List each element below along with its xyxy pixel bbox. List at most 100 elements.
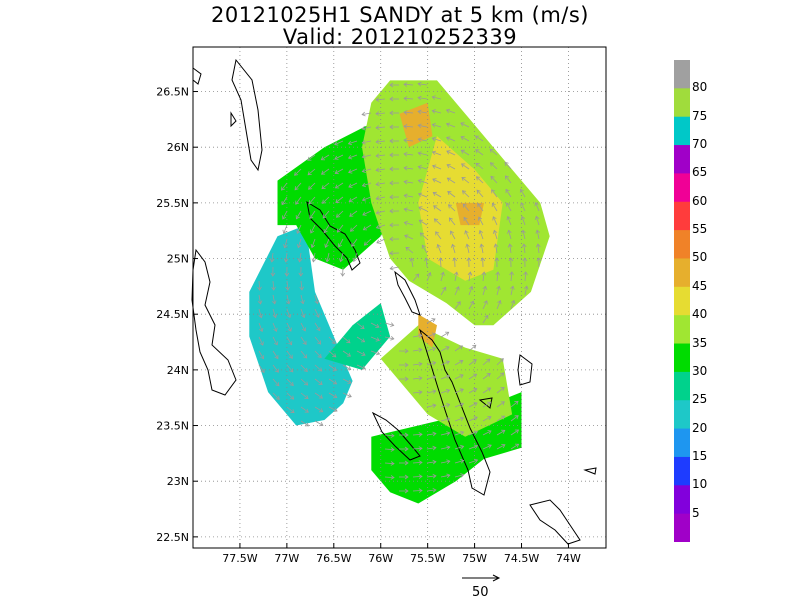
wind-vector-38 xyxy=(361,154,372,159)
wind-vector-86 xyxy=(348,196,358,203)
wind-vector-334 xyxy=(384,447,395,452)
wind-vector-124 xyxy=(362,224,372,231)
wind-vector-159 xyxy=(311,252,317,263)
wind-vector-68 xyxy=(334,182,344,189)
wind-vector-216 xyxy=(286,308,292,319)
wind-vector-251 xyxy=(314,350,322,359)
wind-vector-196 xyxy=(453,271,459,282)
colorbar-label-4: 60 xyxy=(692,193,708,208)
wind-vector-275 xyxy=(468,359,477,366)
wind-vector-220 xyxy=(468,300,475,310)
wind-vector-237 xyxy=(300,336,307,345)
wind-vector-286 xyxy=(426,375,437,380)
wind-vector-10 xyxy=(389,110,399,116)
wind-vectors xyxy=(257,81,542,494)
wind-vector-309 xyxy=(426,403,437,409)
wind-vector-31 xyxy=(446,136,456,142)
wind-vector-98 xyxy=(519,188,526,198)
wind-vector-130 xyxy=(448,217,456,226)
wind-vector-288 xyxy=(454,374,464,380)
wind-vector-323 xyxy=(510,415,519,422)
wind-vector-121 xyxy=(323,224,330,234)
wind-vector-141 xyxy=(338,238,344,248)
wind-vector-287 xyxy=(440,374,451,380)
wind-vector-322 xyxy=(496,415,506,422)
colorbar-swatch-12 xyxy=(674,400,690,430)
wind-vector-247 xyxy=(258,350,265,360)
wind-vector-1 xyxy=(403,82,414,87)
wind-vector-198 xyxy=(481,271,487,282)
wind-vector-9 xyxy=(375,111,386,116)
wind-vector-89 xyxy=(389,194,400,200)
wind-vector-222 xyxy=(496,300,502,310)
wind-vector-304 xyxy=(496,386,505,394)
wind-vector-107 xyxy=(389,208,400,214)
wind-vector-354 xyxy=(426,473,437,479)
colorbar-label-0: 80 xyxy=(692,80,708,95)
wind-vector-224 xyxy=(258,322,264,333)
wind-vector-269 xyxy=(356,364,366,370)
wind-vector-64 xyxy=(281,182,288,191)
wind-vector-174 xyxy=(270,266,276,277)
wind-vector-298 xyxy=(412,390,423,395)
wind-region-2 xyxy=(324,303,391,370)
wind-vector-53 xyxy=(361,168,372,173)
colorbar-swatch-0 xyxy=(674,60,690,89)
wind-vector-234 xyxy=(258,336,264,346)
x-tick-label-5: 75W xyxy=(462,552,487,565)
wind-vector-83 xyxy=(308,196,316,205)
y-tick-label-7: 23N xyxy=(167,475,189,488)
wind-vector-218 xyxy=(314,308,320,318)
wind-vector-266 xyxy=(314,364,323,372)
wind-vector-268 xyxy=(342,364,352,371)
wind-vector-43 xyxy=(431,150,442,156)
wind-vector-330 xyxy=(468,430,478,436)
wind-vector-194 xyxy=(426,272,432,282)
wind-vector-314 xyxy=(496,401,505,408)
wind-vector-56 xyxy=(403,165,414,171)
wind-vector-58 xyxy=(432,164,442,170)
y-tick-label-3: 25N xyxy=(167,253,189,266)
wind-vector-11 xyxy=(403,110,414,115)
wind-vector-211 xyxy=(496,285,501,296)
colorbar-swatch-8 xyxy=(674,286,690,316)
wind-vector-156 xyxy=(269,252,275,263)
wind-vector-306 xyxy=(300,406,309,413)
wind-vector-254 xyxy=(356,350,366,356)
wind-vector-158 xyxy=(297,252,303,263)
wind-vector-353 xyxy=(412,474,423,479)
coastline-eleuthera xyxy=(306,200,361,271)
wind-vector-110 xyxy=(433,205,442,212)
wind-vector-344 xyxy=(384,461,395,466)
wind-vector-75 xyxy=(432,178,442,184)
colorbar-swatch-13 xyxy=(674,428,690,458)
coastline-exuma xyxy=(371,411,421,461)
wind-vector-150 xyxy=(464,230,470,240)
colorbar-swatch-6 xyxy=(674,230,690,259)
wind-vector-221 xyxy=(482,300,488,310)
wind-vector-311 xyxy=(454,402,464,408)
wind-vector-356 xyxy=(454,473,465,478)
wind-vector-359 xyxy=(426,487,437,493)
wind-vector-357 xyxy=(399,488,409,494)
wind-vector-65 xyxy=(294,182,302,191)
wind-vector-187 xyxy=(522,257,528,268)
wind-vector-178 xyxy=(389,265,400,271)
vector-reference-label: 50 xyxy=(472,585,489,600)
wind-vector-14 xyxy=(445,108,456,114)
wind-vector-233 xyxy=(482,314,489,324)
colorbar xyxy=(674,60,690,542)
wind-vector-263 xyxy=(272,364,279,373)
wind-vector-336 xyxy=(412,446,423,451)
wind-vector-241 xyxy=(356,336,366,343)
wind-vector-137 xyxy=(283,238,288,249)
wind-vector-17 xyxy=(389,124,399,130)
wind-vector-225 xyxy=(272,322,278,332)
wind-vector-164 xyxy=(405,246,414,254)
wind-vector-324 xyxy=(384,433,395,438)
wind-vector-115 xyxy=(506,202,512,212)
wind-vector-50 xyxy=(321,168,330,175)
wind-vector-80 xyxy=(505,175,512,184)
y-tick-label-1: 26N xyxy=(167,141,189,154)
wind-vector-188 xyxy=(536,257,542,268)
